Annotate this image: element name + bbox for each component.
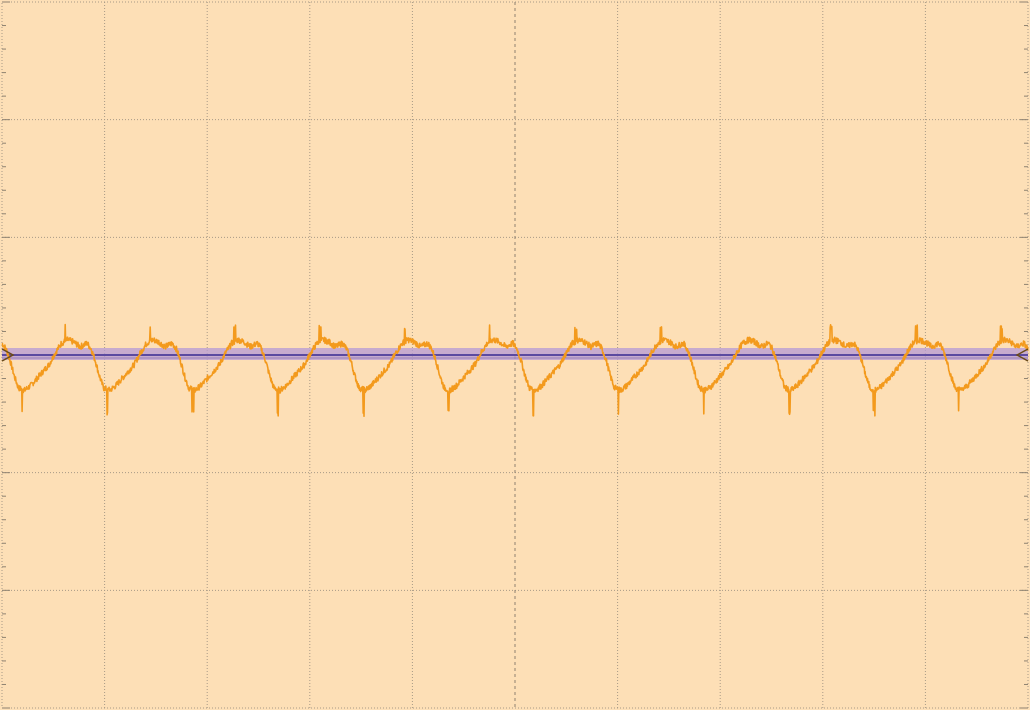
reference-band: [2, 348, 1028, 360]
left-level-marker: [1, 348, 15, 362]
signal-series-line: [1, 323, 1029, 418]
right-level-marker: [1015, 348, 1029, 362]
level-markers: [1, 348, 1029, 362]
signal-trace: [1, 323, 1029, 418]
